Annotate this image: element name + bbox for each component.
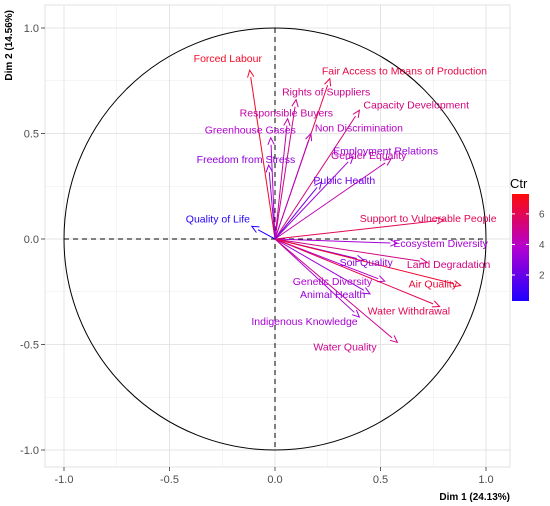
legend-ticks: 2 4 6 (512, 209, 545, 282)
variable-label: Employment Relations (333, 146, 438, 158)
y-axis-title: Dim 2 (14.56%) (4, 10, 15, 81)
variable-label: Fair Access to Means of Production (322, 66, 487, 78)
variable-arrow (274, 238, 462, 288)
variable-label: Animal Health (300, 289, 366, 301)
variable-label: Air Quality (409, 278, 458, 290)
variable-arrow (274, 238, 361, 318)
variable-label: Land Degradation (407, 259, 491, 271)
variable-arrow (274, 117, 291, 240)
variable-label: Greenhouse Gases (205, 125, 296, 137)
variable-label: Water Quality (313, 341, 377, 353)
variable-label: Gender Equality (331, 150, 407, 162)
y-tick-label: -1.0 (20, 445, 39, 457)
variable-label: Non Discrimination (315, 123, 403, 135)
variable-arrow (274, 217, 445, 240)
legend-tick-label: 2 (539, 271, 545, 282)
y-tick-label: 1.0 (24, 23, 39, 35)
legend-title: Ctr (510, 176, 528, 191)
variable-arrow (267, 136, 276, 240)
y-tick-label: 0.5 (24, 129, 39, 141)
x-tick-label: -0.5 (160, 474, 179, 486)
variable-label: Rights of Suppliers (282, 87, 370, 99)
variable-arrow (274, 155, 354, 240)
variable-arrow (265, 163, 276, 240)
variable-label: Freedom from Stress (197, 154, 296, 166)
variable-arrow (247, 69, 276, 240)
y-axis-ticks: -1.0 -0.5 0.0 0.5 1.0 (20, 23, 45, 457)
variable-label: Genetic Diversity (293, 276, 373, 288)
variable-arrow (274, 238, 441, 308)
variable-arrow (274, 238, 399, 344)
variable-label: Forced Labour (194, 53, 263, 65)
variable-label: Public Health (313, 175, 375, 187)
variable-label: Capacity Development (363, 99, 469, 111)
variable-arrow (274, 238, 429, 265)
variable-label: Indigenous Knowledge (251, 316, 357, 328)
correlation-circle (63, 27, 487, 451)
y-tick-label: 0.0 (24, 234, 39, 246)
x-axis-title: Dim 1 (24.13%) (439, 492, 510, 503)
legend-tick-label: 6 (539, 209, 545, 220)
variable-arrow (274, 238, 371, 295)
variable-arrow (274, 181, 323, 240)
variable-label: Quality of Life (186, 213, 250, 225)
x-tick-label: 0.5 (373, 474, 388, 486)
x-axis-ticks: -1.0 -0.5 0.0 0.5 1.0 (55, 467, 494, 486)
variable-labels: Forced Labour Fair Access to Means of Pro… (186, 53, 497, 353)
variable-label: Soil Quality (340, 257, 394, 269)
y-tick-label: -0.5 (20, 340, 39, 352)
variable-arrows (247, 69, 462, 344)
legend: Ctr 2 4 6 (510, 176, 545, 301)
x-tick-label: 1.0 (478, 474, 493, 486)
x-tick-label: -1.0 (55, 474, 74, 486)
variable-label: Support to Vulnerable People (360, 213, 497, 225)
variable-label: Ecosystem Diversity (393, 238, 488, 250)
variable-arrow (274, 109, 361, 240)
variable-arrow (274, 238, 399, 247)
legend-tick-label: 4 (539, 240, 545, 251)
variable-arrow (250, 225, 276, 240)
variable-arrow (274, 98, 299, 240)
variable-label: Water Withdrawal (368, 306, 450, 318)
x-tick-label: 0.0 (267, 474, 282, 486)
variable-arrow (274, 132, 313, 240)
variable-label: Responsible Buyers (240, 108, 333, 120)
legend-colorbar (512, 194, 529, 301)
variable-arrow (274, 158, 393, 240)
